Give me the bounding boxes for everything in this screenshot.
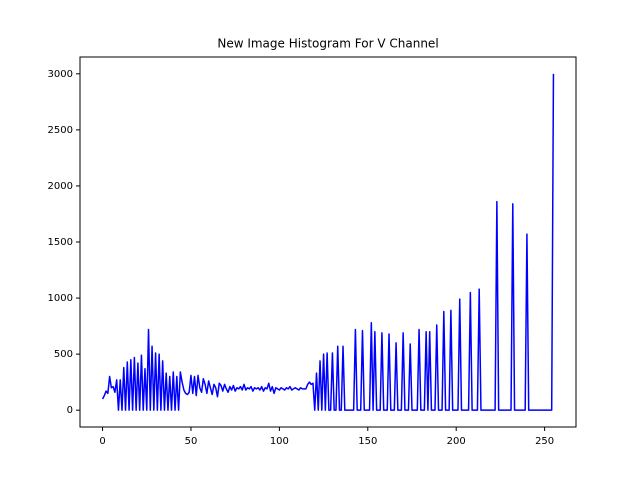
y-tick-label: 2500 [48,125,73,136]
x-tick-label: 150 [358,436,377,447]
x-tick-label: 250 [535,436,554,447]
data-line [101,73,555,411]
y-tick-label: 1000 [48,293,73,304]
chart-title: New Image Histogram For V Channel [217,37,438,51]
y-tick-label: 500 [54,349,73,360]
y-tick-label: 3000 [48,69,73,80]
y-tick-label: 1500 [48,237,73,248]
y-tick-label: 0 [67,405,73,416]
x-tick-label: 50 [185,436,198,447]
y-tick-label: 2000 [48,181,73,192]
x-tick-label: 100 [270,436,289,447]
x-tick-label: 200 [447,436,466,447]
x-tick-label: 0 [99,436,105,447]
